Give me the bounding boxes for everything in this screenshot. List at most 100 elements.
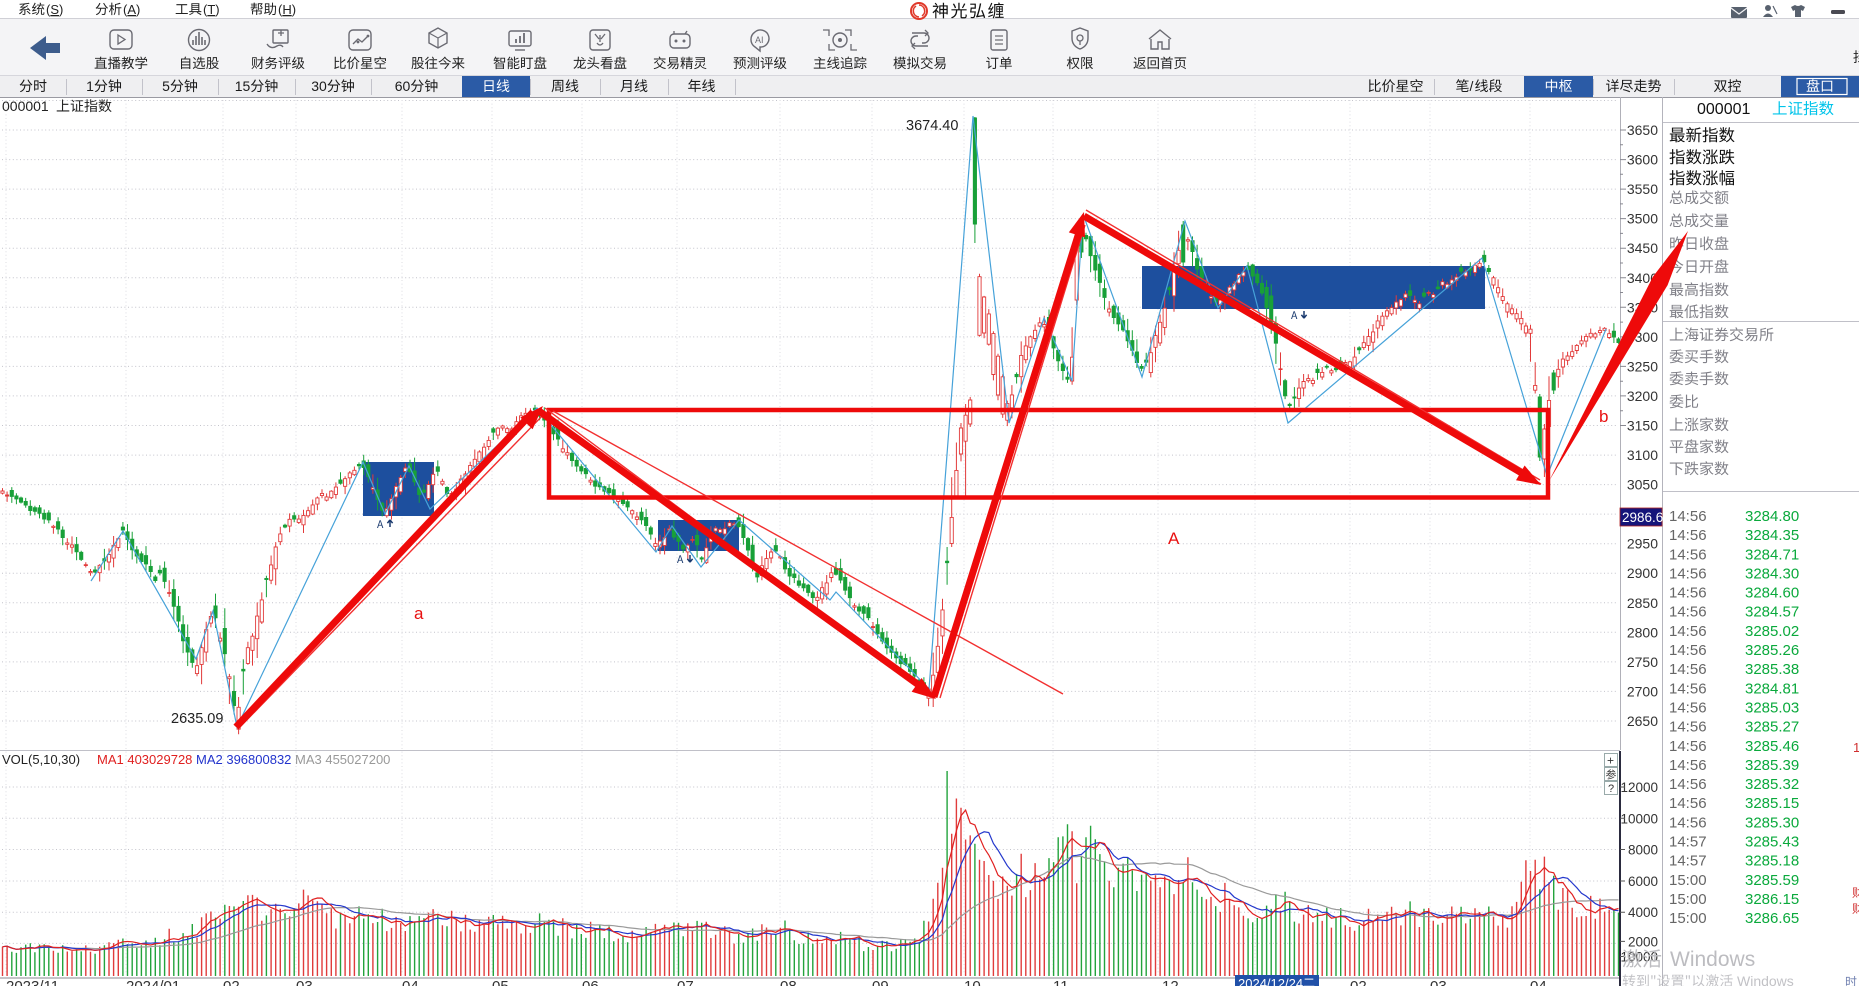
svg-text:000001: 000001 <box>1697 101 1750 118</box>
svg-text:15:00: 15:00 <box>1669 872 1707 889</box>
svg-text:3284.30: 3284.30 <box>1745 565 1799 582</box>
svg-text:10: 10 <box>964 978 981 986</box>
svg-text:3285.26: 3285.26 <box>1745 642 1799 659</box>
svg-text:2650: 2650 <box>1627 713 1658 729</box>
svg-text:6000: 6000 <box>1628 874 1658 889</box>
svg-text:12000: 12000 <box>1620 780 1658 795</box>
svg-text:3285.15: 3285.15 <box>1745 795 1799 812</box>
svg-text:8000: 8000 <box>1628 843 1658 858</box>
svg-text:3674.40: 3674.40 <box>906 118 958 134</box>
svg-text:+: + <box>1607 754 1614 768</box>
svg-text:Windows: Windows <box>1737 973 1794 986</box>
svg-text:14:56: 14:56 <box>1669 776 1707 793</box>
svg-text:14:56: 14:56 <box>1669 565 1707 582</box>
svg-text:3500: 3500 <box>1627 211 1658 227</box>
svg-text:2024/12/24: 2024/12/24 <box>1238 976 1303 986</box>
svg-text:02: 02 <box>223 978 240 986</box>
svg-text:b: b <box>1599 407 1608 426</box>
svg-text:2986.6: 2986.6 <box>1622 510 1663 525</box>
svg-text:0: 0 <box>319 78 327 94</box>
svg-text:3286.15: 3286.15 <box>1745 891 1799 908</box>
svg-text:2950: 2950 <box>1627 536 1658 552</box>
svg-text:3284.81: 3284.81 <box>1745 680 1799 697</box>
svg-text:06: 06 <box>582 978 599 986</box>
svg-text:14:56: 14:56 <box>1669 546 1707 563</box>
svg-text:3250: 3250 <box>1627 358 1658 374</box>
svg-text:3450: 3450 <box>1627 240 1658 256</box>
svg-text:3285.43: 3285.43 <box>1745 834 1799 851</box>
svg-text:6: 6 <box>395 78 403 94</box>
svg-text:3285.30: 3285.30 <box>1745 814 1799 831</box>
svg-text:14:56: 14:56 <box>1669 604 1707 621</box>
svg-text:3284.60: 3284.60 <box>1745 585 1799 602</box>
svg-text:12: 12 <box>1162 978 1179 986</box>
svg-text:3284.71: 3284.71 <box>1745 546 1799 563</box>
svg-text:14:56: 14:56 <box>1669 623 1707 640</box>
svg-text:14:56: 14:56 <box>1669 795 1707 812</box>
svg-text:?: ? <box>1608 783 1614 795</box>
svg-text:3286.65: 3286.65 <box>1745 910 1799 927</box>
svg-text:02: 02 <box>1350 978 1367 986</box>
svg-text:15:00: 15:00 <box>1669 910 1707 927</box>
svg-text:(H): (H) <box>278 2 296 17</box>
svg-text:a: a <box>414 604 424 623</box>
svg-text:14:56: 14:56 <box>1669 757 1707 774</box>
svg-text:03: 03 <box>296 978 313 986</box>
svg-text:3285.59: 3285.59 <box>1745 872 1799 889</box>
svg-text:14:56: 14:56 <box>1669 585 1707 602</box>
svg-text:2750: 2750 <box>1627 654 1658 670</box>
svg-text:/: / <box>1470 78 1474 94</box>
svg-text:14:56: 14:56 <box>1669 680 1707 697</box>
svg-text:A: A <box>1168 529 1180 548</box>
svg-text:MA3 455027200: MA3 455027200 <box>295 752 390 767</box>
svg-text:VOL(5,10,30): VOL(5,10,30) <box>2 752 80 767</box>
svg-text:14:56: 14:56 <box>1669 642 1707 659</box>
svg-text:3650: 3650 <box>1627 122 1658 138</box>
svg-text:3150: 3150 <box>1627 418 1658 434</box>
svg-text:3200: 3200 <box>1627 388 1658 404</box>
svg-text:3284.57: 3284.57 <box>1745 604 1799 621</box>
svg-text:04: 04 <box>1530 978 1547 986</box>
svg-text:MA2 396800832: MA2 396800832 <box>196 752 291 767</box>
svg-text:Windows: Windows <box>1670 948 1755 971</box>
svg-text:2850: 2850 <box>1627 595 1658 611</box>
svg-text:3285.02: 3285.02 <box>1745 623 1799 640</box>
svg-text:2700: 2700 <box>1627 683 1658 699</box>
svg-text:1: 1 <box>86 78 94 94</box>
svg-text:MA1 403029728: MA1 403029728 <box>97 752 192 767</box>
svg-text:3050: 3050 <box>1627 477 1658 493</box>
svg-text:AI: AI <box>755 35 764 45</box>
svg-text:3550: 3550 <box>1627 181 1658 197</box>
svg-text:1: 1 <box>235 78 243 94</box>
svg-text:14:56: 14:56 <box>1669 719 1707 736</box>
svg-text:3: 3 <box>311 78 319 94</box>
svg-text:14:57: 14:57 <box>1669 834 1707 851</box>
svg-text:0: 0 <box>403 78 411 94</box>
svg-text:2800: 2800 <box>1627 624 1658 640</box>
svg-text:03: 03 <box>1430 978 1447 986</box>
svg-text:3285.38: 3285.38 <box>1745 661 1799 678</box>
svg-text:05: 05 <box>492 978 509 986</box>
svg-text:14:56: 14:56 <box>1669 814 1707 831</box>
svg-text:4000: 4000 <box>1628 905 1658 920</box>
svg-text:3285.27: 3285.27 <box>1745 719 1799 736</box>
svg-text:3600: 3600 <box>1627 152 1658 168</box>
svg-text:000001: 000001 <box>2 98 49 114</box>
svg-text:5: 5 <box>243 78 251 94</box>
svg-text:08: 08 <box>780 978 797 986</box>
svg-text:3285.46: 3285.46 <box>1745 738 1799 755</box>
svg-text:2000: 2000 <box>1628 934 1658 949</box>
svg-text:(T): (T) <box>203 2 220 17</box>
svg-text:3285.39: 3285.39 <box>1745 757 1799 774</box>
svg-text:14:56: 14:56 <box>1669 738 1707 755</box>
svg-text:2900: 2900 <box>1627 565 1658 581</box>
svg-text:14:56: 14:56 <box>1669 700 1707 717</box>
svg-text:2023/11: 2023/11 <box>6 978 59 986</box>
svg-text:(A): (A) <box>123 2 140 17</box>
svg-text:04: 04 <box>402 978 419 986</box>
svg-text:14:56: 14:56 <box>1669 661 1707 678</box>
svg-text:3284.80: 3284.80 <box>1745 508 1799 525</box>
svg-text:14:57: 14:57 <box>1669 853 1707 870</box>
svg-text:3285.03: 3285.03 <box>1745 700 1799 717</box>
svg-text:2024/01: 2024/01 <box>126 978 180 986</box>
